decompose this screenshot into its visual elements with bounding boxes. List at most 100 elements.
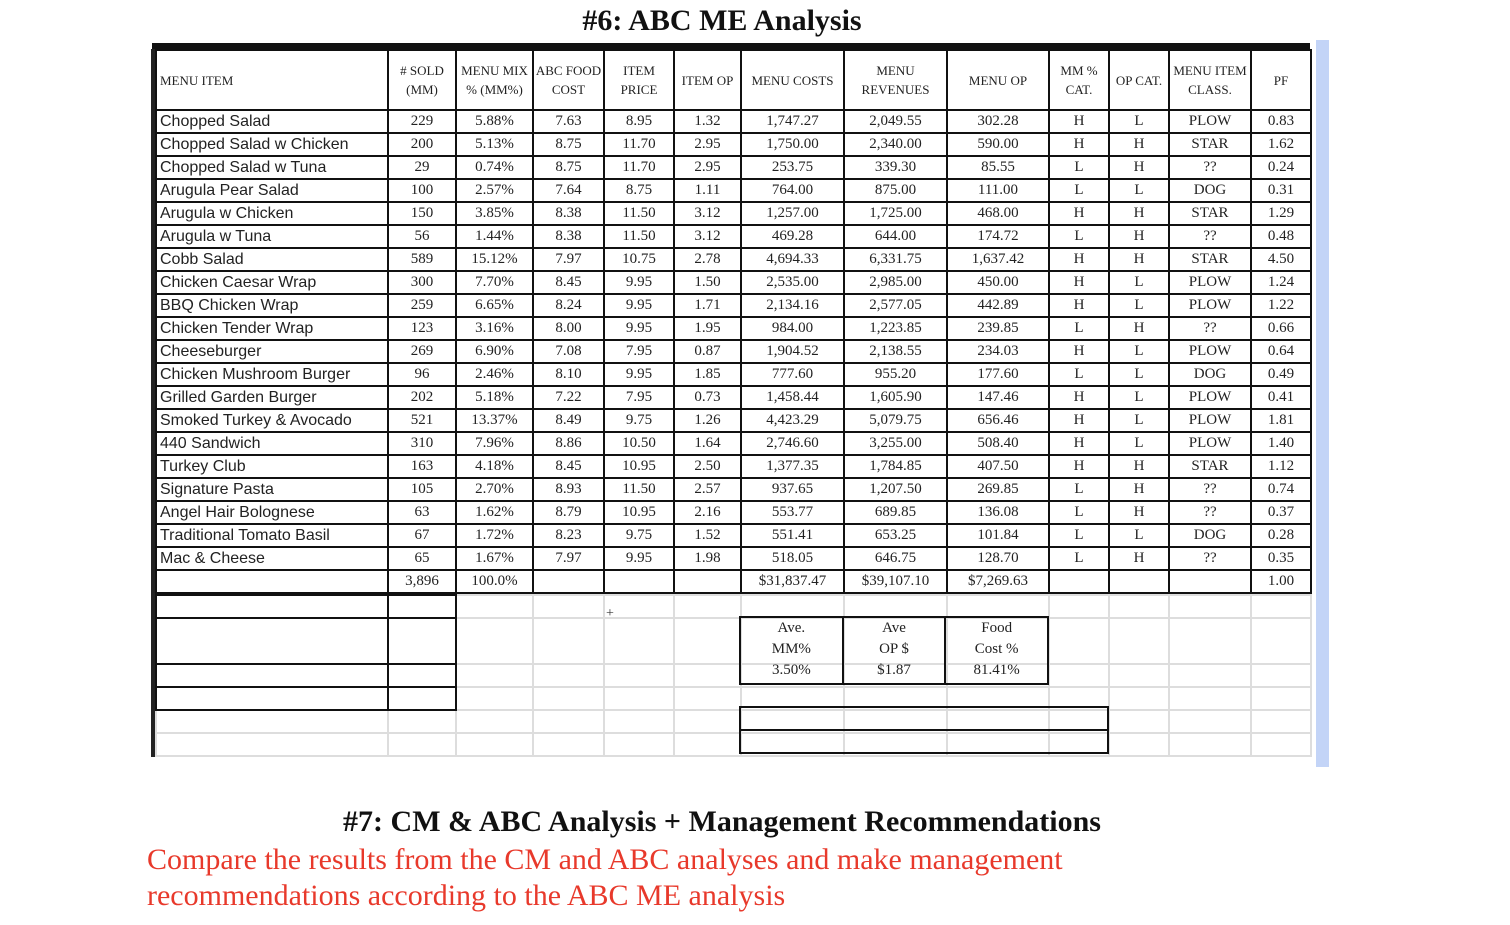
table-cell[interactable] bbox=[603, 569, 675, 594]
table-cell[interactable]: 1,784.85 bbox=[843, 454, 948, 479]
menu-item-cell[interactable]: Chicken Caesar Wrap bbox=[155, 270, 389, 295]
table-cell[interactable]: 0.66 bbox=[1250, 316, 1312, 341]
empty-cell[interactable] bbox=[532, 617, 605, 665]
table-cell[interactable]: 1.12 bbox=[1250, 454, 1312, 479]
table-cell[interactable] bbox=[1168, 569, 1252, 594]
table-cell[interactable]: 8.38 bbox=[532, 224, 605, 249]
table-cell[interactable]: 150 bbox=[387, 201, 457, 226]
table-cell[interactable]: 1.95 bbox=[673, 316, 742, 341]
table-cell[interactable]: PLOW bbox=[1168, 385, 1252, 410]
table-cell[interactable]: 234.03 bbox=[946, 339, 1050, 364]
table-cell[interactable]: 0.49 bbox=[1250, 362, 1312, 387]
table-cell[interactable]: L bbox=[1108, 362, 1170, 387]
menu-item-cell[interactable]: Arugula w Chicken bbox=[155, 201, 389, 226]
table-cell[interactable]: 0.28 bbox=[1250, 523, 1312, 548]
table-cell[interactable]: 8.86 bbox=[532, 431, 605, 456]
table-cell[interactable]: 0.37 bbox=[1250, 500, 1312, 525]
empty-cell[interactable] bbox=[155, 709, 389, 734]
table-cell[interactable]: 764.00 bbox=[740, 178, 845, 203]
menu-item-cell[interactable]: Arugula Pear Salad bbox=[155, 178, 389, 203]
menu-item-cell[interactable]: Chopped Salad w Chicken bbox=[155, 132, 389, 157]
table-cell[interactable]: 656.46 bbox=[946, 408, 1050, 433]
table-cell[interactable]: 5.13% bbox=[455, 132, 534, 157]
empty-cell[interactable] bbox=[455, 617, 534, 665]
table-cell[interactable]: 7.97 bbox=[532, 546, 605, 571]
table-cell[interactable]: 875.00 bbox=[843, 178, 948, 203]
empty-cell[interactable] bbox=[673, 663, 742, 688]
table-cell[interactable]: 937.65 bbox=[740, 477, 845, 502]
empty-cell[interactable] bbox=[843, 594, 948, 619]
empty-cell[interactable] bbox=[673, 732, 742, 757]
table-cell[interactable]: H bbox=[1108, 477, 1170, 502]
table-cell[interactable]: 590.00 bbox=[946, 132, 1050, 157]
table-cell[interactable]: 1,257.00 bbox=[740, 201, 845, 226]
table-cell[interactable]: 0.35 bbox=[1250, 546, 1312, 571]
empty-cell[interactable] bbox=[155, 663, 389, 688]
table-cell[interactable]: H bbox=[1108, 201, 1170, 226]
scrollbar[interactable] bbox=[1316, 40, 1329, 767]
table-cell[interactable]: H bbox=[1048, 339, 1110, 364]
table-cell[interactable]: 15.12% bbox=[455, 247, 534, 272]
table-cell[interactable]: 984.00 bbox=[740, 316, 845, 341]
empty-cell[interactable] bbox=[387, 594, 457, 619]
table-cell[interactable]: 777.60 bbox=[740, 362, 845, 387]
table-cell[interactable]: 644.00 bbox=[843, 224, 948, 249]
table-cell[interactable]: L bbox=[1048, 155, 1110, 180]
table-cell[interactable]: 1.71 bbox=[673, 293, 742, 318]
table-cell[interactable]: 0.64 bbox=[1250, 339, 1312, 364]
table-cell[interactable]: 646.75 bbox=[843, 546, 948, 571]
table-cell[interactable]: 1.24 bbox=[1250, 270, 1312, 295]
table-cell[interactable]: 9.75 bbox=[603, 408, 675, 433]
table-cell[interactable]: L bbox=[1048, 178, 1110, 203]
table-cell[interactable]: 0.83 bbox=[1250, 109, 1312, 134]
table-cell[interactable]: 177.60 bbox=[946, 362, 1050, 387]
empty-cell[interactable] bbox=[1250, 594, 1312, 619]
empty-cell[interactable] bbox=[603, 686, 675, 711]
empty-cell[interactable] bbox=[1108, 732, 1170, 757]
table-cell[interactable]: 8.79 bbox=[532, 500, 605, 525]
empty-cell[interactable] bbox=[673, 594, 742, 619]
table-cell[interactable]: 1.81 bbox=[1250, 408, 1312, 433]
table-cell[interactable]: 8.45 bbox=[532, 454, 605, 479]
table-cell[interactable]: 1.62 bbox=[1250, 132, 1312, 157]
table-cell[interactable]: 1.32 bbox=[673, 109, 742, 134]
table-cell[interactable]: 259 bbox=[387, 293, 457, 318]
table-cell[interactable]: 8.75 bbox=[532, 155, 605, 180]
table-cell[interactable]: ?? bbox=[1168, 500, 1252, 525]
table-cell[interactable]: 1.72% bbox=[455, 523, 534, 548]
table-cell[interactable]: 653.25 bbox=[843, 523, 948, 548]
table-cell[interactable]: 200 bbox=[387, 132, 457, 157]
table-cell[interactable]: 2,134.16 bbox=[740, 293, 845, 318]
table-cell[interactable]: $39,107.10 bbox=[843, 569, 948, 594]
table-cell[interactable]: 442.89 bbox=[946, 293, 1050, 318]
table-cell[interactable]: 7.63 bbox=[532, 109, 605, 134]
table-cell[interactable]: L bbox=[1048, 546, 1110, 571]
empty-cell[interactable] bbox=[1250, 709, 1312, 734]
table-cell[interactable]: 202 bbox=[387, 385, 457, 410]
table-cell[interactable]: 1,904.52 bbox=[740, 339, 845, 364]
empty-cell[interactable] bbox=[1108, 594, 1170, 619]
empty-cell[interactable] bbox=[603, 709, 675, 734]
table-cell[interactable]: 1.62% bbox=[455, 500, 534, 525]
table-cell[interactable]: 450.00 bbox=[946, 270, 1050, 295]
empty-cell[interactable] bbox=[1108, 686, 1170, 711]
table-cell[interactable]: L bbox=[1108, 178, 1170, 203]
menu-item-cell[interactable]: 440 Sandwich bbox=[155, 431, 389, 456]
table-cell[interactable]: H bbox=[1048, 132, 1110, 157]
empty-cell[interactable] bbox=[1168, 709, 1252, 734]
table-cell[interactable]: PLOW bbox=[1168, 408, 1252, 433]
table-cell[interactable]: 1,207.50 bbox=[843, 477, 948, 502]
table-cell[interactable]: 1.11 bbox=[673, 178, 742, 203]
table-cell[interactable]: 2.95 bbox=[673, 155, 742, 180]
empty-cell[interactable] bbox=[603, 732, 675, 757]
empty-cell[interactable] bbox=[1168, 617, 1252, 665]
table-cell[interactable]: 10.50 bbox=[603, 431, 675, 456]
table-cell[interactable]: 955.20 bbox=[843, 362, 948, 387]
menu-item-cell[interactable]: Cobb Salad bbox=[155, 247, 389, 272]
table-cell[interactable]: 1.26 bbox=[673, 408, 742, 433]
table-cell[interactable]: 7.64 bbox=[532, 178, 605, 203]
empty-cell[interactable] bbox=[387, 732, 457, 757]
table-cell[interactable]: 0.87 bbox=[673, 339, 742, 364]
table-cell[interactable]: ?? bbox=[1168, 477, 1252, 502]
empty-cell[interactable] bbox=[387, 617, 457, 665]
